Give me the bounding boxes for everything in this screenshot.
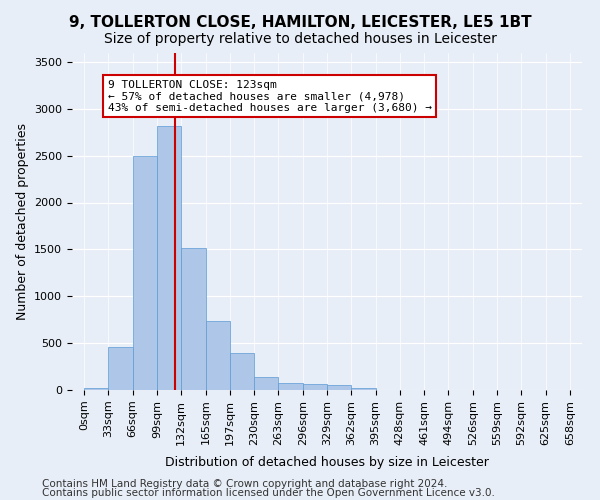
Bar <box>84 388 109 390</box>
Bar <box>278 383 303 390</box>
Bar <box>230 354 254 390</box>
Bar <box>109 347 133 390</box>
Bar <box>351 388 376 390</box>
Bar <box>327 385 351 390</box>
Text: Contains HM Land Registry data © Crown copyright and database right 2024.: Contains HM Land Registry data © Crown c… <box>42 479 448 489</box>
Bar <box>254 377 278 390</box>
Text: 9, TOLLERTON CLOSE, HAMILTON, LEICESTER, LE5 1BT: 9, TOLLERTON CLOSE, HAMILTON, LEICESTER,… <box>68 15 532 30</box>
Text: 9 TOLLERTON CLOSE: 123sqm
← 57% of detached houses are smaller (4,978)
43% of se: 9 TOLLERTON CLOSE: 123sqm ← 57% of detac… <box>108 80 432 112</box>
Text: Size of property relative to detached houses in Leicester: Size of property relative to detached ho… <box>104 32 496 46</box>
X-axis label: Distribution of detached houses by size in Leicester: Distribution of detached houses by size … <box>165 456 489 469</box>
Y-axis label: Number of detached properties: Number of detached properties <box>16 122 29 320</box>
Text: Contains public sector information licensed under the Open Government Licence v3: Contains public sector information licen… <box>42 488 495 498</box>
Bar <box>157 126 181 390</box>
Bar <box>181 248 206 390</box>
Bar <box>206 320 230 390</box>
Bar <box>133 156 157 390</box>
Bar <box>303 384 327 390</box>
